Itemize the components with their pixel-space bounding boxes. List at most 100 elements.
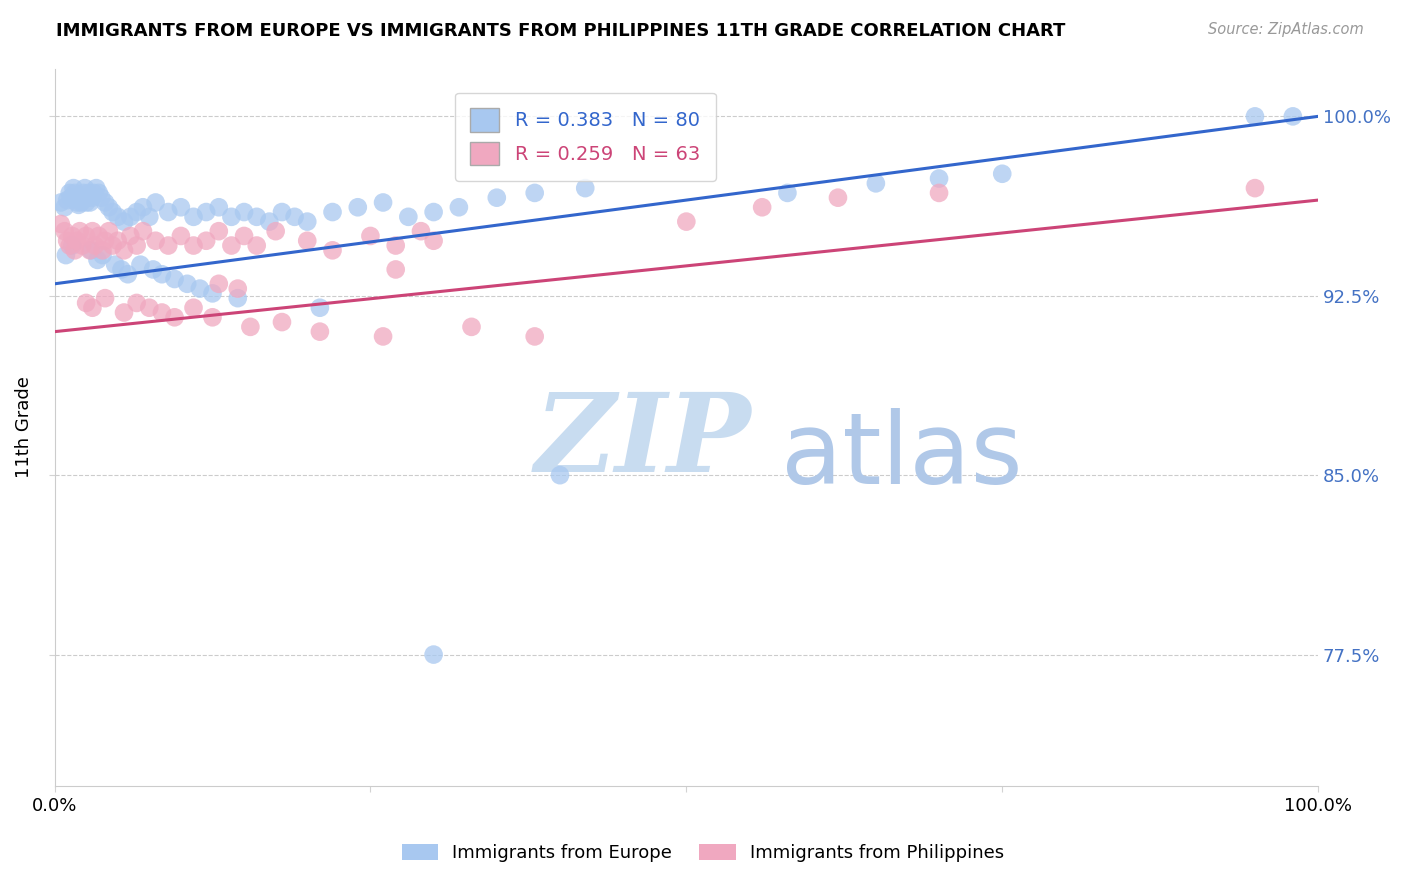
Point [65, 191, 87, 205]
Point [157, 238, 180, 252]
Point [208, 224, 231, 238]
Point [112, 214, 135, 228]
Point [259, 214, 281, 228]
Point [422, 205, 444, 219]
Point [233, 205, 256, 219]
Point [104, 258, 127, 272]
Point [176, 277, 198, 291]
Point [271, 205, 294, 219]
Point [49, 195, 72, 210]
Point [138, 210, 160, 224]
Point [84, 181, 107, 195]
Point [84, 238, 107, 252]
Point [284, 210, 307, 224]
Point [79, 244, 101, 258]
Point [83, 186, 105, 200]
Point [226, 282, 249, 296]
Point [60, 238, 83, 252]
Point [447, 200, 470, 214]
Point [170, 229, 193, 244]
Point [87, 229, 110, 244]
Point [59, 238, 82, 252]
Point [120, 210, 142, 224]
Point [163, 310, 186, 325]
Point [94, 234, 117, 248]
Point [574, 181, 596, 195]
Point [125, 205, 148, 219]
Point [110, 262, 132, 277]
Point [371, 195, 394, 210]
Point [208, 200, 231, 214]
Point [101, 205, 124, 219]
Point [77, 186, 100, 200]
Point [53, 200, 76, 214]
Point [675, 214, 697, 228]
Point [150, 267, 173, 281]
Text: IMMIGRANTS FROM EUROPE VS IMMIGRANTS FROM PHILIPPINES 11TH GRADE CORRELATION CHA: IMMIGRANTS FROM EUROPE VS IMMIGRANTS FRO… [56, 22, 1066, 40]
Point [991, 167, 1014, 181]
Point [297, 234, 319, 248]
Point [91, 248, 114, 262]
Point [97, 224, 120, 238]
Point [125, 238, 148, 252]
Point [75, 229, 97, 244]
Point [129, 258, 152, 272]
Point [73, 181, 96, 195]
Point [409, 224, 432, 238]
Point [94, 291, 117, 305]
Point [72, 238, 94, 252]
Text: ZIP: ZIP [534, 388, 751, 495]
Point [145, 234, 167, 248]
Point [195, 205, 218, 219]
Point [1282, 109, 1305, 123]
Point [69, 193, 91, 207]
Point [97, 200, 120, 214]
Point [125, 296, 148, 310]
Point [75, 195, 97, 210]
Point [195, 234, 218, 248]
Point [776, 186, 799, 200]
Point [72, 191, 94, 205]
Point [107, 210, 129, 224]
Point [371, 329, 394, 343]
Point [70, 195, 93, 210]
Point [384, 238, 406, 252]
Text: atlas: atlas [782, 408, 1022, 505]
Point [322, 244, 344, 258]
Legend: Immigrants from Europe, Immigrants from Philippines: Immigrants from Europe, Immigrants from … [395, 837, 1011, 870]
Point [94, 195, 117, 210]
Point [72, 186, 94, 200]
Point [82, 191, 104, 205]
Point [322, 205, 344, 219]
Point [63, 186, 86, 200]
Point [62, 181, 84, 195]
Point [309, 301, 332, 315]
Point [56, 193, 79, 207]
Point [59, 191, 82, 205]
Point [86, 252, 108, 267]
Point [53, 224, 76, 238]
Point [90, 191, 112, 205]
Point [157, 205, 180, 219]
Point [87, 186, 110, 200]
Point [201, 310, 224, 325]
Point [117, 267, 139, 281]
Y-axis label: 11th Grade: 11th Grade [15, 376, 32, 478]
Point [865, 177, 887, 191]
Point [79, 195, 101, 210]
Point [75, 296, 97, 310]
Point [170, 200, 193, 214]
Point [246, 238, 269, 252]
Point [60, 229, 83, 244]
Point [132, 200, 155, 214]
Legend: R = 0.383   N = 80, R = 0.259   N = 63: R = 0.383 N = 80, R = 0.259 N = 63 [454, 93, 716, 181]
Point [120, 229, 142, 244]
Point [208, 277, 231, 291]
Point [359, 229, 381, 244]
Point [188, 282, 211, 296]
Point [107, 234, 129, 248]
Point [138, 301, 160, 315]
Point [523, 329, 546, 343]
Point [221, 238, 243, 252]
Point [523, 186, 546, 200]
